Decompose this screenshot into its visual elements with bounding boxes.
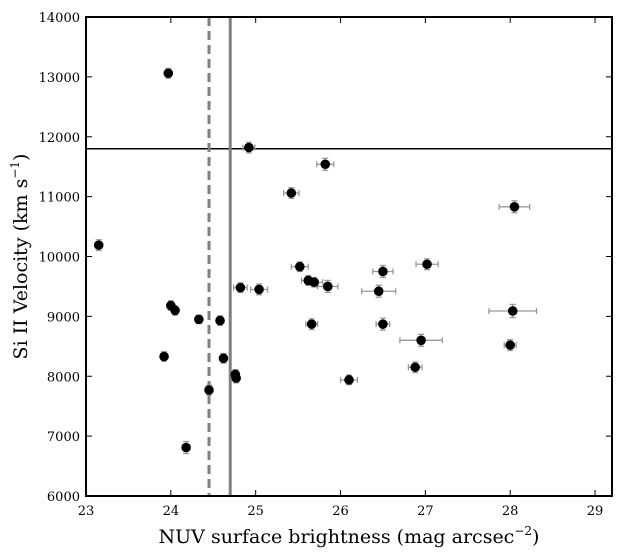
data-point xyxy=(159,351,169,362)
data-point xyxy=(244,142,254,153)
data-points xyxy=(93,68,520,453)
y-axis-ticks: 6000 7000 8000 9000 10000 11000 12000 13000 1400… xyxy=(39,11,612,505)
data-point xyxy=(93,240,104,250)
data-point xyxy=(215,315,225,326)
data-point xyxy=(286,188,297,198)
data-point xyxy=(344,375,354,385)
data-point xyxy=(422,259,432,270)
data-point xyxy=(507,306,518,316)
y-tick-label: 9000 xyxy=(47,310,80,325)
data-point xyxy=(410,362,420,373)
data-point xyxy=(320,159,331,170)
data-point xyxy=(322,281,333,292)
x-tick-label: 25 xyxy=(247,504,264,519)
y-axis-title: Si II Velocity (km s−1) xyxy=(8,154,32,360)
data-point xyxy=(254,284,264,295)
data-point xyxy=(373,286,384,297)
data-point xyxy=(306,319,317,329)
data-point xyxy=(231,373,241,383)
data-point xyxy=(204,385,214,395)
data-point xyxy=(309,277,320,288)
data-point xyxy=(416,335,426,346)
x-tick-label: 28 xyxy=(502,504,519,519)
x-tick-label: 27 xyxy=(417,504,434,519)
data-point xyxy=(170,305,180,316)
data-point xyxy=(294,261,305,272)
data-point xyxy=(235,282,246,293)
data-point xyxy=(378,266,388,277)
x-tick-label: 23 xyxy=(78,504,95,519)
y-tick-label: 8000 xyxy=(47,370,80,385)
data-point xyxy=(163,68,174,79)
y-tick-label: 14000 xyxy=(39,11,80,26)
x-tick-label: 26 xyxy=(332,504,349,519)
reference-lines xyxy=(86,17,612,496)
y-tick-label: 7000 xyxy=(47,430,80,445)
data-point xyxy=(218,353,229,364)
data-point xyxy=(181,442,191,453)
data-point xyxy=(505,340,515,350)
plot-area xyxy=(86,17,612,496)
y-tick-label: 11000 xyxy=(39,191,80,206)
x-axis-ticks: 23 24 25 26 27 28 29 xyxy=(78,17,604,519)
data-point xyxy=(194,314,204,325)
x-tick-label: 24 xyxy=(163,504,180,519)
x-axis-title: NUV surface brightness (mag arcsec−2) xyxy=(159,524,540,548)
y-tick-label: 6000 xyxy=(47,490,80,505)
data-point xyxy=(509,202,520,212)
x-tick-label: 29 xyxy=(587,504,604,519)
data-point xyxy=(378,319,388,329)
y-tick-label: 12000 xyxy=(39,131,80,146)
y-tick-label: 13000 xyxy=(39,71,80,86)
y-tick-label: 10000 xyxy=(39,251,80,266)
